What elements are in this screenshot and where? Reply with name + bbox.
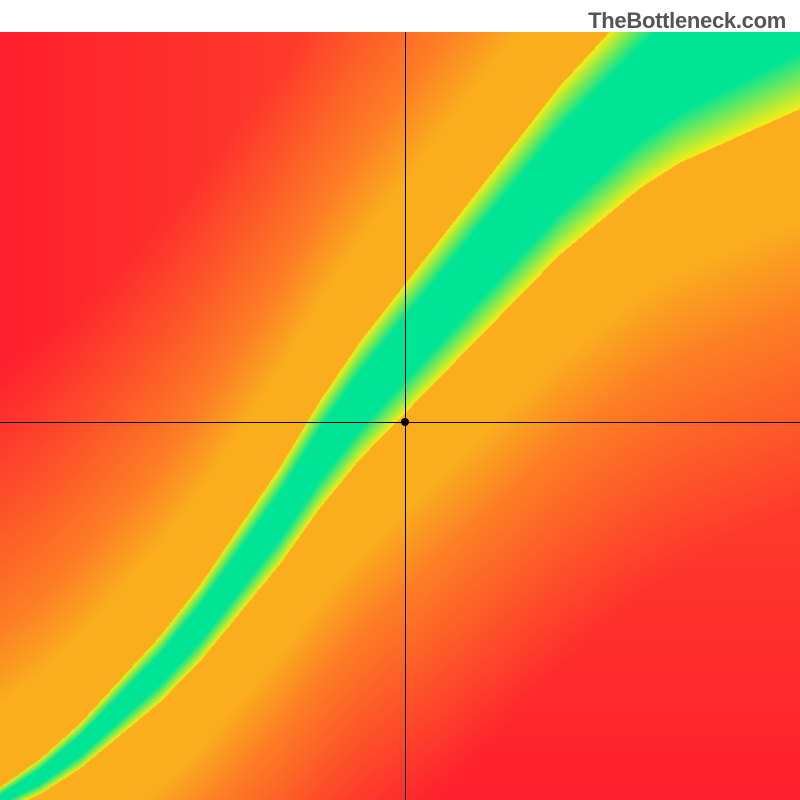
chart-container: TheBottleneck.com	[0, 0, 800, 800]
marker-dot	[401, 418, 409, 426]
crosshair-vertical	[405, 32, 406, 800]
heatmap-plot	[0, 32, 800, 800]
watermark-label: TheBottleneck.com	[588, 8, 786, 34]
heatmap-canvas	[0, 32, 800, 800]
